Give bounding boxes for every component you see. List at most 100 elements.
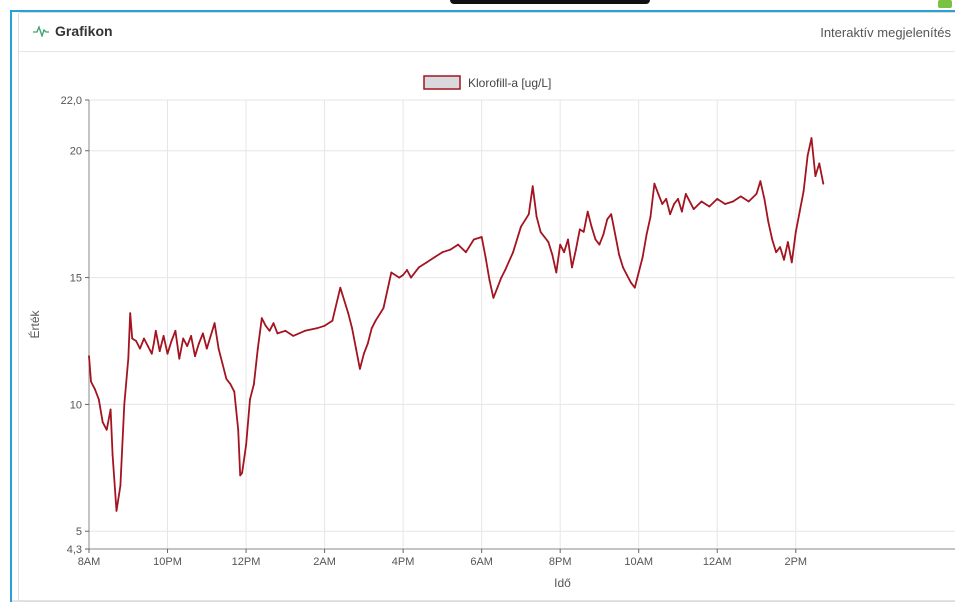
data-point <box>363 352 365 355</box>
data-point <box>241 472 244 474</box>
data-point <box>802 190 805 193</box>
data-point <box>606 218 609 221</box>
data-point <box>370 327 373 330</box>
data-point <box>547 241 550 244</box>
data-point <box>665 198 668 200</box>
data-point <box>649 215 652 218</box>
data-point <box>315 327 318 330</box>
x-tick-label: 10PM <box>153 556 182 568</box>
data-point <box>260 317 263 320</box>
data-point <box>205 347 208 350</box>
data-point <box>398 276 401 279</box>
data-point <box>390 271 393 274</box>
data-point <box>115 510 118 512</box>
data-point <box>602 233 605 236</box>
data-point <box>681 210 683 213</box>
data-point <box>465 251 467 254</box>
chart-card: Grafikon Interaktív megjelenítés 22,0 20 1… <box>18 12 955 602</box>
data-point <box>147 345 149 347</box>
data-point <box>661 203 664 205</box>
data-point <box>586 210 589 213</box>
data-point <box>198 342 200 345</box>
y-tick-label: 5 <box>76 526 82 538</box>
data-point <box>637 271 640 274</box>
chart-series <box>88 137 825 512</box>
x-tick-label: 2AM <box>313 556 336 568</box>
data-point <box>783 258 785 261</box>
data-point <box>787 241 789 244</box>
data-point <box>590 225 593 228</box>
data-point <box>539 231 542 233</box>
data-point <box>355 347 357 350</box>
data-point <box>139 347 141 350</box>
data-point <box>708 205 711 208</box>
card-title: Grafikon <box>55 23 113 39</box>
data-point <box>111 454 114 456</box>
data-point <box>724 203 726 205</box>
data-point <box>253 383 255 385</box>
data-point <box>154 329 157 332</box>
data-point <box>794 231 797 233</box>
data-point <box>575 248 577 251</box>
data-point <box>276 332 279 335</box>
data-point <box>129 312 132 314</box>
data-point <box>425 261 428 264</box>
data-point <box>578 228 581 231</box>
top-corner-fragment <box>938 0 952 8</box>
interactive-view-link[interactable]: Interaktív megjelenítés <box>820 25 951 40</box>
data-point <box>186 345 189 347</box>
data-point <box>594 238 597 241</box>
x-tick-label: 8PM <box>549 556 572 568</box>
data-point <box>249 398 251 401</box>
data-point <box>641 256 644 259</box>
chart-grid <box>88 99 955 549</box>
data-point <box>449 248 452 251</box>
x-axis-label: Idő <box>554 576 571 590</box>
y-tick-label: 10 <box>70 399 82 411</box>
x-tick-label: 2PM <box>784 556 807 568</box>
data-point <box>657 193 660 195</box>
data-point <box>677 198 679 200</box>
data-point <box>131 337 134 340</box>
data-point <box>94 388 96 391</box>
data-point <box>170 340 173 342</box>
data-point <box>622 266 624 269</box>
data-point <box>123 403 126 406</box>
data-point <box>779 246 781 249</box>
legend-swatch <box>423 75 461 90</box>
data-point <box>535 215 538 218</box>
data-point <box>237 428 240 431</box>
data-point <box>109 408 112 411</box>
data-point <box>716 198 719 200</box>
data-point <box>559 243 562 246</box>
data-point <box>101 421 104 424</box>
data-point <box>221 362 224 365</box>
data-point <box>818 162 821 165</box>
data-point <box>441 251 444 254</box>
data-point <box>512 251 514 254</box>
data-point <box>610 213 613 216</box>
data-point <box>771 238 774 241</box>
data-point <box>822 182 825 185</box>
data-point <box>178 357 181 360</box>
data-point <box>217 347 220 350</box>
chart-legend[interactable]: Klorofill-a [ug/L] <box>423 75 551 90</box>
data-point <box>598 243 601 246</box>
data-point <box>563 251 565 254</box>
data-point <box>763 198 766 200</box>
data-point <box>790 261 793 264</box>
data-point <box>684 193 687 195</box>
data-point <box>382 307 385 309</box>
data-point <box>190 335 193 337</box>
window-top-edge <box>0 0 955 10</box>
data-point <box>292 335 295 337</box>
data-point <box>174 329 177 332</box>
data-point <box>359 368 361 370</box>
chart-axes <box>88 100 955 550</box>
data-point <box>571 266 573 269</box>
data-point <box>492 297 495 299</box>
x-tick-label: 12AM <box>703 556 732 568</box>
data-point <box>366 342 369 345</box>
